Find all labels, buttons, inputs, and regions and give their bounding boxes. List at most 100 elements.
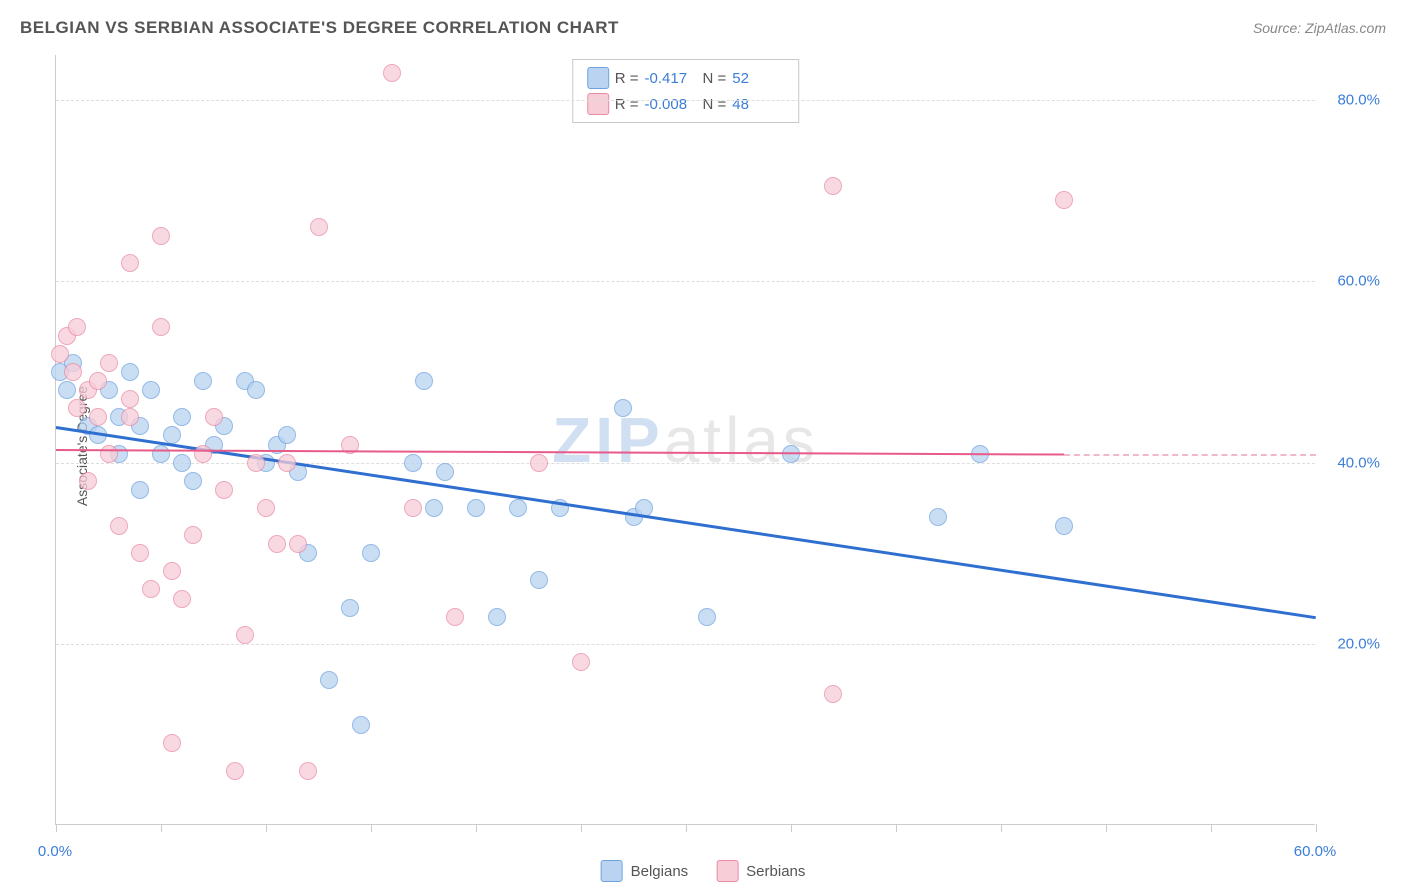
scatter-point [152, 445, 170, 463]
scatter-point [131, 481, 149, 499]
x-tick [371, 824, 372, 832]
x-tick [266, 824, 267, 832]
legend-swatch-belgians-icon [601, 860, 623, 882]
y-tick-label: 40.0% [1337, 454, 1380, 471]
legend-stats-row-1: R = -0.008 N = 48 [587, 91, 785, 117]
x-tick [1211, 824, 1212, 832]
legend-n-value-1: 48 [732, 96, 784, 113]
gridline [56, 463, 1315, 464]
scatter-point [51, 345, 69, 363]
legend-item-belgians: Belgians [601, 860, 689, 882]
scatter-point [79, 472, 97, 490]
legend-r-label: R = [615, 70, 639, 87]
x-tick [56, 824, 57, 832]
scatter-point [152, 227, 170, 245]
legend-r-label: R = [615, 96, 639, 113]
source-label: Source: ZipAtlas.com [1253, 20, 1386, 36]
scatter-point [152, 318, 170, 336]
legend-swatch-serbians [587, 93, 609, 115]
title-bar: BELGIAN VS SERBIAN ASSOCIATE'S DEGREE CO… [20, 18, 1386, 38]
scatter-point [509, 499, 527, 517]
scatter-point [247, 381, 265, 399]
chart-container: BELGIAN VS SERBIAN ASSOCIATE'S DEGREE CO… [0, 0, 1406, 892]
scatter-point [467, 499, 485, 517]
scatter-point [341, 599, 359, 617]
scatter-point [425, 499, 443, 517]
scatter-point [352, 716, 370, 734]
y-tick-label: 60.0% [1337, 273, 1380, 290]
legend-swatch-serbians-icon [716, 860, 738, 882]
scatter-point [68, 399, 86, 417]
x-tick [791, 824, 792, 832]
scatter-point [824, 177, 842, 195]
scatter-point [299, 762, 317, 780]
scatter-point [194, 445, 212, 463]
scatter-point [163, 734, 181, 752]
scatter-point [289, 535, 307, 553]
gridline [56, 281, 1315, 282]
scatter-point [446, 608, 464, 626]
scatter-point [89, 408, 107, 426]
x-tick [896, 824, 897, 832]
scatter-point [415, 372, 433, 390]
scatter-point [89, 372, 107, 390]
scatter-point [278, 426, 296, 444]
scatter-point [929, 508, 947, 526]
legend-n-label: N = [703, 70, 727, 87]
plot-area: ZIPatlas R = -0.417 N = 52 R = -0.008 N … [55, 55, 1315, 825]
scatter-point [404, 499, 422, 517]
scatter-point [404, 454, 422, 472]
scatter-point [121, 363, 139, 381]
legend-swatch-belgians [587, 67, 609, 89]
scatter-point [173, 454, 191, 472]
legend-n-value-0: 52 [732, 70, 784, 87]
y-tick-label: 20.0% [1337, 635, 1380, 652]
scatter-point [824, 685, 842, 703]
x-tick [686, 824, 687, 832]
scatter-point [215, 481, 233, 499]
y-tick-label: 80.0% [1337, 92, 1380, 109]
scatter-point [530, 454, 548, 472]
legend-stats-row-0: R = -0.417 N = 52 [587, 65, 785, 91]
scatter-point [121, 408, 139, 426]
scatter-point [698, 608, 716, 626]
scatter-point [1055, 517, 1073, 535]
legend-n-label: N = [703, 96, 727, 113]
gridline [56, 644, 1315, 645]
scatter-point [184, 472, 202, 490]
scatter-point [436, 463, 454, 481]
scatter-point [173, 590, 191, 608]
scatter-point [488, 608, 506, 626]
scatter-point [226, 762, 244, 780]
x-tick [1316, 824, 1317, 832]
scatter-point [247, 454, 265, 472]
scatter-point [163, 562, 181, 580]
scatter-point [205, 408, 223, 426]
legend-r-value-1: -0.008 [645, 96, 697, 113]
scatter-point [1055, 191, 1073, 209]
scatter-point [236, 626, 254, 644]
scatter-point [530, 571, 548, 589]
scatter-point [58, 381, 76, 399]
x-tick-label: 60.0% [1294, 843, 1337, 860]
scatter-point [142, 580, 160, 598]
x-tick [1106, 824, 1107, 832]
scatter-point [362, 544, 380, 562]
x-tick [581, 824, 582, 832]
scatter-point [184, 526, 202, 544]
scatter-point [383, 64, 401, 82]
scatter-point [142, 381, 160, 399]
legend-stats-box: R = -0.417 N = 52 R = -0.008 N = 48 [572, 59, 800, 123]
watermark: ZIPatlas [552, 403, 819, 477]
scatter-point [268, 535, 286, 553]
scatter-point [64, 363, 82, 381]
x-tick [476, 824, 477, 832]
legend-bottom: Belgians Serbians [601, 860, 806, 882]
x-tick [161, 824, 162, 832]
scatter-point [278, 454, 296, 472]
scatter-point [110, 517, 128, 535]
scatter-point [121, 254, 139, 272]
scatter-point [194, 372, 212, 390]
scatter-point [310, 218, 328, 236]
watermark-prefix: ZIP [552, 404, 664, 476]
